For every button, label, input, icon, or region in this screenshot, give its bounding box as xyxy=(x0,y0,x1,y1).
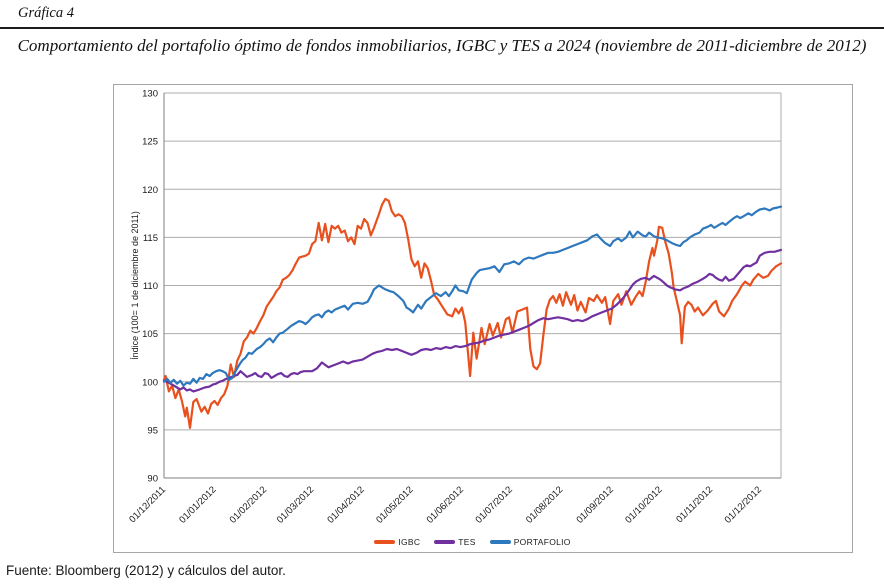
legend-item-igbc: IGBC xyxy=(374,537,420,547)
x-tick-label: 01/06/2012 xyxy=(425,484,466,525)
chart-frame: 90 95 100 105 110 115 120 125 130 01/12/2011 01/01… xyxy=(113,84,853,553)
x-tick-label: 01/08/2012 xyxy=(524,484,565,525)
y-tick-label: 115 xyxy=(143,233,158,244)
legend-label-tes: TES xyxy=(458,537,476,547)
x-tick-label: 01/01/2012 xyxy=(177,484,218,525)
x-tick-label: 01/07/2012 xyxy=(473,484,514,525)
y-axis-title: Índice (100= 1 de diciembre de 2011) xyxy=(130,211,140,360)
figure-label: Gráfica 4 xyxy=(18,5,74,21)
legend-marker-igbc xyxy=(374,540,396,544)
x-tick-label: 01/02/2012 xyxy=(228,484,269,525)
chart-legend: IGBC TES PORTAFOLIO xyxy=(164,537,781,547)
portafolio-line xyxy=(162,205,783,387)
y-tick-label: 125 xyxy=(142,137,158,148)
x-tick-label: 01/03/2012 xyxy=(275,484,316,525)
tes-line xyxy=(162,248,783,393)
y-tick-label: 90 xyxy=(147,474,158,485)
x-tick-label: 01/10/2012 xyxy=(623,484,664,525)
y-tick-label: 110 xyxy=(143,281,158,292)
legend-marker-tes xyxy=(434,540,456,544)
legend-label-portafolio: PORTAFOLIO xyxy=(513,537,571,547)
legend-item-tes: TES xyxy=(434,537,475,547)
y-tick-label: 100 xyxy=(142,377,158,388)
x-tick-label: 01/05/2012 xyxy=(374,484,415,525)
x-tick-label: 01/11/2012 xyxy=(674,484,715,525)
y-tick-label: 130 xyxy=(142,89,158,100)
header-rule xyxy=(0,27,884,29)
y-tick-label: 105 xyxy=(142,329,158,340)
igbc-line xyxy=(162,197,783,429)
legend-label-igbc: IGBC xyxy=(398,537,421,547)
y-tick-label: 120 xyxy=(142,185,158,196)
x-tick-label: 01/12/2012 xyxy=(723,484,764,525)
y-tick-label: 95 xyxy=(147,425,158,436)
x-tick-label: 01/12/2011 xyxy=(127,484,168,525)
legend-marker-portafolio xyxy=(489,540,511,544)
legend-item-portafolio: PORTAFOLIO xyxy=(489,537,571,547)
source-note: Fuente: Bloomberg (2012) y cálculos del … xyxy=(6,563,286,578)
figure-title: Comportamiento del portafolio óptimo de … xyxy=(17,36,867,55)
x-tick-label: 01/09/2012 xyxy=(574,484,615,525)
line-chart: 90 95 100 105 110 115 120 125 130 01/12/2011 01/01… xyxy=(127,89,783,526)
x-tick-label: 01/04/2012 xyxy=(325,484,366,525)
